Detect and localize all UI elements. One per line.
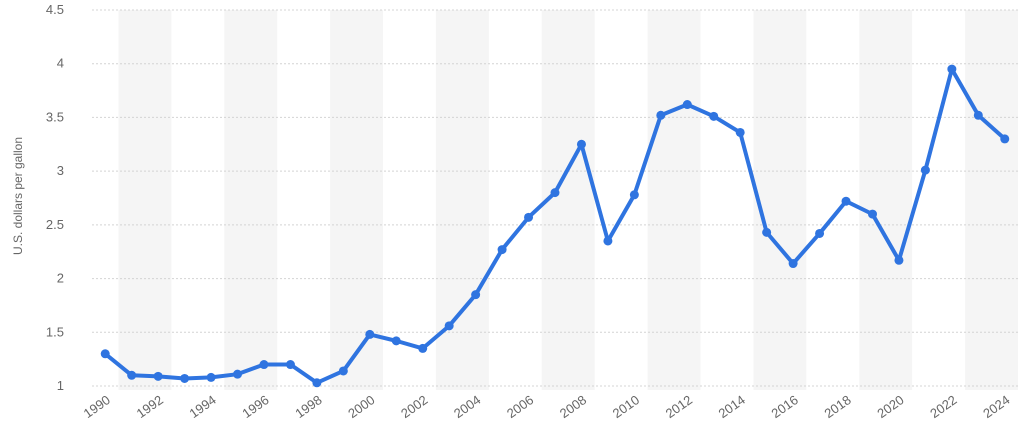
x-tick-label: 1994: [186, 392, 218, 421]
data-point[interactable]: [365, 329, 375, 339]
x-tick-label: 2012: [663, 392, 695, 421]
data-point[interactable]: [682, 100, 692, 110]
data-point[interactable]: [471, 290, 481, 300]
data-point[interactable]: [894, 255, 904, 265]
x-tick-label: 1996: [239, 392, 271, 421]
data-point[interactable]: [206, 372, 216, 382]
x-tick-label: 1998: [292, 392, 324, 421]
data-point[interactable]: [867, 209, 877, 219]
data-point[interactable]: [180, 373, 190, 383]
data-point[interactable]: [285, 360, 295, 370]
y-tick-label: 2: [57, 271, 64, 286]
data-point[interactable]: [233, 369, 243, 379]
data-point[interactable]: [788, 259, 798, 269]
y-axis-ticks: 1 1.5 2 2.5 3 3.5 4 4.5: [46, 2, 64, 393]
data-point[interactable]: [603, 236, 613, 246]
year-band: [541, 10, 595, 390]
x-tick-label: 2014: [716, 392, 748, 421]
data-point[interactable]: [312, 378, 322, 388]
x-tick-label: 2022: [927, 392, 959, 421]
data-point[interactable]: [444, 321, 454, 331]
data-point[interactable]: [947, 64, 957, 74]
x-tick-label: 2004: [451, 392, 483, 421]
data-series: [100, 64, 1010, 388]
data-point[interactable]: [153, 371, 163, 381]
year-band: [965, 10, 1018, 390]
data-point[interactable]: [735, 127, 745, 137]
x-tick-label: 2002: [398, 392, 430, 421]
y-tick-label: 3.5: [46, 109, 64, 124]
x-tick-label: 2000: [345, 392, 377, 421]
data-point[interactable]: [629, 190, 639, 200]
data-point[interactable]: [100, 349, 110, 359]
x-tick-label: 2008: [557, 392, 589, 421]
data-point[interactable]: [338, 366, 348, 376]
year-band: [753, 10, 807, 390]
data-point[interactable]: [841, 196, 851, 206]
data-point[interactable]: [762, 227, 772, 237]
y-tick-label: 4.5: [46, 2, 64, 17]
data-point[interactable]: [259, 360, 269, 370]
x-tick-label: 1990: [81, 392, 113, 421]
x-axis-ticks: 1990 1992 1994 1996 1998 2000 2002 2004 2006 2008…: [81, 392, 1013, 421]
y-axis-label: U.S. dollars per gallon: [11, 137, 25, 255]
alternating-year-bands: [118, 10, 1018, 390]
year-band: [859, 10, 913, 390]
data-point[interactable]: [709, 111, 719, 121]
x-tick-label: 2024: [980, 392, 1012, 421]
y-tick-label: 2.5: [46, 217, 64, 232]
data-point[interactable]: [418, 343, 428, 353]
y-tick-label: 4: [57, 56, 64, 71]
x-tick-label: 2016: [769, 392, 801, 421]
data-point[interactable]: [920, 165, 930, 175]
x-tick-label: 2018: [821, 392, 853, 421]
year-band: [224, 10, 278, 390]
y-tick-label: 1: [57, 378, 64, 393]
x-tick-label: 2010: [610, 392, 642, 421]
year-band: [330, 10, 384, 390]
year-band: [435, 10, 489, 390]
x-tick-label: 2006: [504, 392, 536, 421]
data-point[interactable]: [550, 188, 560, 198]
data-point[interactable]: [656, 110, 666, 120]
data-point[interactable]: [815, 228, 825, 238]
year-band: [118, 10, 172, 390]
data-point[interactable]: [973, 110, 983, 120]
data-point[interactable]: [127, 370, 137, 380]
data-point[interactable]: [497, 245, 507, 255]
year-band: [647, 10, 701, 390]
data-point[interactable]: [576, 139, 586, 149]
x-tick-label: 1992: [134, 392, 166, 421]
x-tick-label: 2020: [874, 392, 906, 421]
data-point[interactable]: [524, 212, 534, 222]
data-point[interactable]: [391, 336, 401, 346]
y-tick-label: 1.5: [46, 324, 64, 339]
y-tick-label: 3: [57, 163, 64, 178]
data-point[interactable]: [1000, 134, 1010, 144]
